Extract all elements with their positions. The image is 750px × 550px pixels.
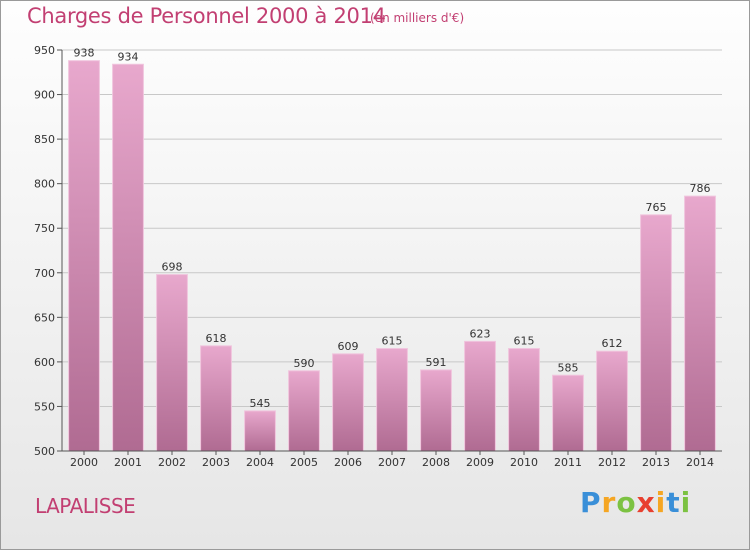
bar <box>112 63 144 452</box>
x-tick-label: 2013 <box>642 456 670 469</box>
bar <box>200 345 232 452</box>
y-tick-label: 600 <box>34 356 55 369</box>
labels: 500 550 600 650 700 750 800 850 900 950 938 2000 934… <box>34 44 714 469</box>
x-tick-label: 2010 <box>510 456 538 469</box>
y-tick-label: 650 <box>34 311 55 324</box>
bar <box>596 350 628 452</box>
bar-value-label: 938 <box>74 47 95 60</box>
x-tick-label: 2003 <box>202 456 230 469</box>
bar <box>640 214 672 452</box>
y-tick-label: 700 <box>34 267 55 280</box>
x-tick-label: 2009 <box>466 456 494 469</box>
y-tick-label: 500 <box>34 445 55 458</box>
logo-letter: x <box>636 486 656 519</box>
commune-name: LAPALISSE <box>35 494 136 518</box>
logo-letter: r <box>601 486 617 519</box>
bar-value-label: 591 <box>426 356 447 369</box>
bar <box>464 340 496 452</box>
x-tick-label: 2004 <box>246 456 274 469</box>
logo-letter: t <box>666 486 681 519</box>
bar-value-label: 615 <box>514 335 535 348</box>
bar-value-label: 623 <box>470 327 491 340</box>
bar-value-label: 934 <box>118 50 139 63</box>
x-tick-label: 2008 <box>422 456 450 469</box>
bars <box>68 60 716 452</box>
x-tick-label: 2005 <box>290 456 318 469</box>
logo-letter: o <box>616 486 637 519</box>
x-tick-label: 2006 <box>334 456 362 469</box>
x-tick-label: 2002 <box>158 456 186 469</box>
bar <box>684 195 716 452</box>
y-tick-label: 550 <box>34 400 55 413</box>
x-tick-label: 2001 <box>114 456 142 469</box>
bar <box>332 353 364 452</box>
x-tick-label: 2011 <box>554 456 582 469</box>
bar-value-label: 612 <box>602 337 623 350</box>
bar <box>244 410 276 452</box>
axes <box>57 49 722 455</box>
y-tick-label: 900 <box>34 89 55 102</box>
bar <box>508 348 540 452</box>
bar-value-label: 585 <box>558 361 579 374</box>
logo-letter: i <box>655 486 667 519</box>
bar <box>156 274 188 452</box>
x-tick-label: 2014 <box>686 456 714 469</box>
y-tick-label: 750 <box>34 222 55 235</box>
x-tick-label: 2000 <box>70 456 98 469</box>
chart-subtitle: (en milliers d'€) <box>370 11 465 25</box>
bar-value-label: 545 <box>250 397 271 410</box>
y-tick-label: 800 <box>34 178 55 191</box>
bar-value-label: 609 <box>338 340 359 353</box>
bar-value-label: 698 <box>162 261 183 274</box>
y-tick-label: 950 <box>34 44 55 57</box>
logo-letter: P <box>580 486 602 519</box>
bar-value-label: 765 <box>646 201 667 214</box>
x-tick-label: 2007 <box>378 456 406 469</box>
bar-value-label: 786 <box>690 182 711 195</box>
y-tick-label: 850 <box>34 133 55 146</box>
bar <box>420 369 452 452</box>
x-tick-label: 2012 <box>598 456 626 469</box>
bar-value-label: 590 <box>294 357 315 370</box>
bar <box>288 370 320 452</box>
bar-value-label: 618 <box>206 332 227 345</box>
bar <box>552 374 584 452</box>
logo-letter: i <box>680 486 692 519</box>
bar <box>376 348 408 452</box>
chart-title: Charges de Personnel 2000 à 2014 <box>27 4 386 28</box>
bar-value-label: 615 <box>382 335 403 348</box>
bar <box>68 60 100 452</box>
proxiti-logo[interactable]: Proxiti <box>580 486 691 519</box>
